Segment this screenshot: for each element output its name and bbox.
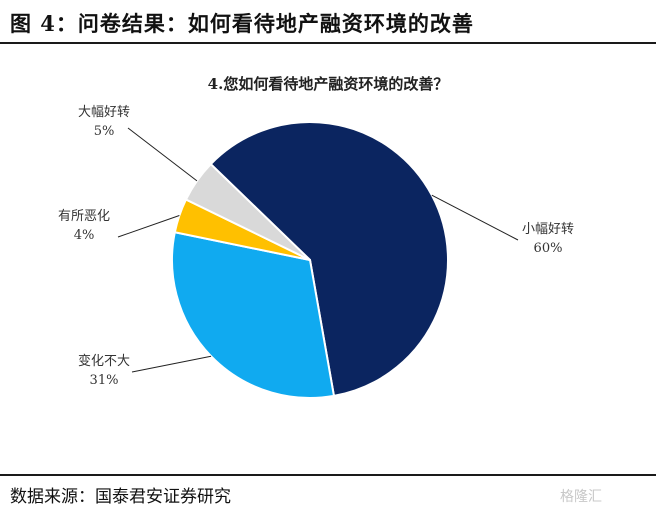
- slice-label-big-improve: 大幅好转 5%: [78, 103, 130, 141]
- slice-no-change: [171, 231, 336, 399]
- leader-line: [431, 194, 519, 241]
- slice-label-value: 5%: [93, 124, 115, 139]
- figure-title: 图 4：问卷结果：如何看待地产融资环境的改善: [10, 11, 474, 36]
- slice-big-improve: [184, 162, 311, 261]
- slice-label-small-improve: 小幅好转 60%: [522, 220, 574, 258]
- leader-line: [127, 127, 198, 182]
- slice-label-worsen: 有所恶化 4%: [58, 207, 110, 245]
- slice-label-value: 31%: [89, 373, 119, 388]
- slice-label-value: 60%: [533, 241, 563, 256]
- slice-label-name: 变化不大: [78, 354, 131, 369]
- watermark-logo: 格隆汇: [560, 489, 602, 505]
- slice-label-value: 4%: [73, 228, 95, 243]
- slice-label-name: 大幅好转: [78, 105, 131, 120]
- bottom-rule: [0, 474, 656, 476]
- slice-label-no-change: 变化不大 31%: [78, 352, 130, 390]
- leader-line: [131, 355, 212, 373]
- source-note: 数据来源：国泰君安证券研究: [10, 487, 231, 507]
- title-rule: [0, 42, 656, 44]
- leader-line: [117, 215, 180, 238]
- chart-title: 4.您如何看待地产融资环境的改善？: [207, 75, 449, 93]
- slice-label-name: 有所恶化: [58, 209, 111, 224]
- slice-label-name: 小幅好转: [522, 222, 575, 237]
